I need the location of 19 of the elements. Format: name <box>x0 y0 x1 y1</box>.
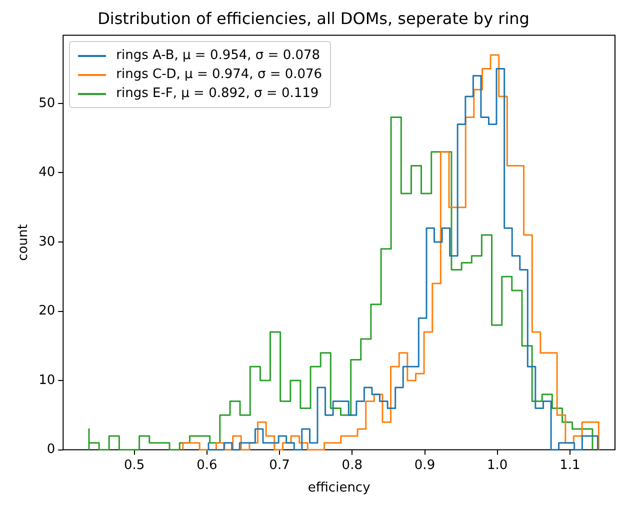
y-axis-title: count <box>16 224 32 261</box>
legend-label: rings C-D, μ = 0.974, σ = 0.076 <box>116 66 322 84</box>
x-tick-label: 1.1 <box>560 458 580 473</box>
x-tick-label: 0.9 <box>414 458 436 473</box>
chart-title: Distribution of efficiencies, all DOMs, seperate by ring <box>98 8 530 28</box>
x-tick-label: 1.0 <box>487 458 508 473</box>
legend-label: rings A-B, μ = 0.954, σ = 0.078 <box>116 47 320 66</box>
y-tick-label: 50 <box>38 96 56 111</box>
x-axis-title: efficiency <box>308 480 371 496</box>
y-tick-label: 10 <box>38 372 56 388</box>
y-tick-label: 30 <box>38 234 56 250</box>
legend-label: rings E-F, μ = 0.892, σ = 0.119 <box>116 85 319 104</box>
x-tick-label: 0.6 <box>196 458 218 473</box>
y-tick-label: 0 <box>46 442 56 458</box>
y-tick-label: 20 <box>38 304 56 319</box>
x-tick-label: 0.7 <box>269 458 290 473</box>
x-tick-label: 0.8 <box>342 458 362 473</box>
x-tick-label: 0.5 <box>124 458 145 473</box>
y-tick-label: 40 <box>38 165 56 180</box>
